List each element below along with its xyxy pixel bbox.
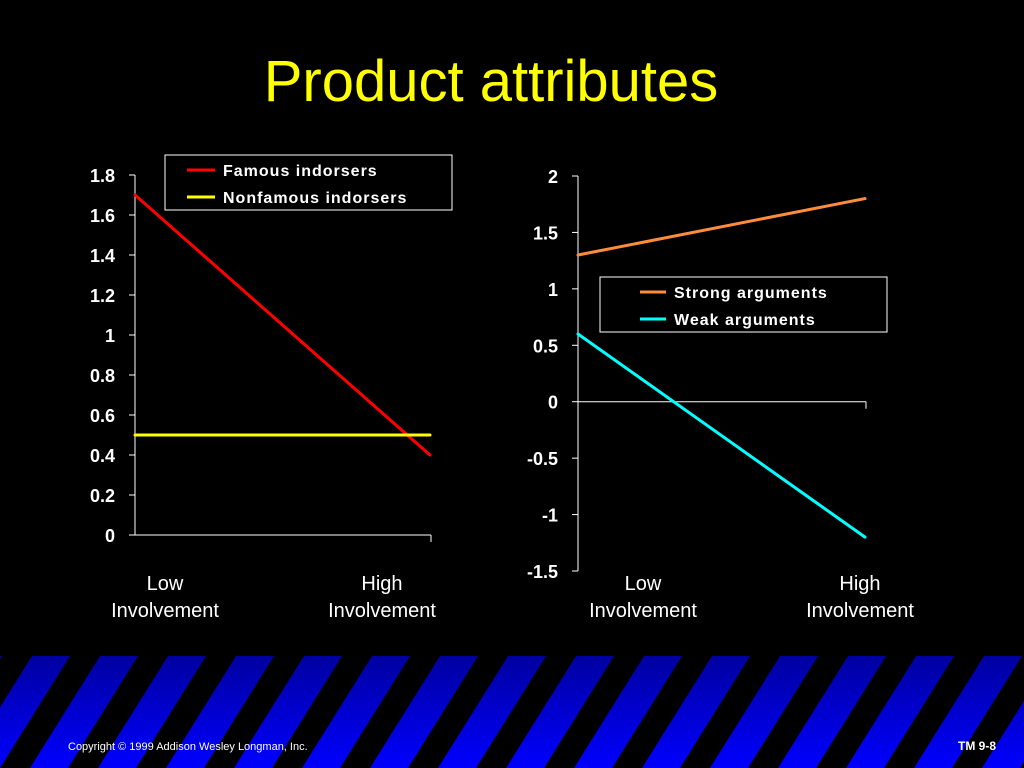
y-tick-label: 1 <box>105 326 115 346</box>
y-tick-label: -0.5 <box>527 449 558 469</box>
stripe <box>544 656 644 768</box>
legend: Strong arguments Weak arguments <box>599 276 888 333</box>
copyright-text: Copyright © 1999 Addison Wesley Longman,… <box>68 741 308 753</box>
y-tick-label: 0.8 <box>90 366 115 386</box>
stripe <box>340 656 440 768</box>
stripe <box>408 656 508 768</box>
data-point <box>576 332 580 336</box>
page-id: TM 9-8 <box>957 739 996 753</box>
stripe <box>748 656 848 768</box>
legend: Famous indorsers Nonfamous indorsers <box>164 154 453 211</box>
data-point <box>863 535 867 539</box>
stripe <box>884 656 984 768</box>
charts-canvas: 0 0.2 0.4 0.6 0.8 1 1.2 1.4 1.6 1.8 Low Involvement… <box>90 154 914 622</box>
data-point <box>133 433 137 437</box>
legend-box <box>599 276 888 333</box>
data-point <box>576 253 580 257</box>
x-category-label: Low Involvement <box>111 573 219 622</box>
series-line-1 <box>134 193 431 457</box>
stripe <box>0 656 100 768</box>
y-tick-label: 0.5 <box>533 336 558 356</box>
y-tick-label: -1.5 <box>527 562 558 582</box>
legend-label: Weak arguments <box>674 312 816 329</box>
series-line-2 <box>577 332 866 539</box>
stripe <box>272 656 372 768</box>
slide-title: Product attributes <box>263 49 719 114</box>
chart-2: -1.5 -1 -0.5 0 0.5 1 1.5 2 Low Involvement High Inv… <box>527 167 914 622</box>
chart-1: 0 0.2 0.4 0.6 0.8 1 1.2 1.4 1.6 1.8 Low Involvement… <box>90 154 453 622</box>
y-tick-label: 1.4 <box>90 246 115 266</box>
y-tick-label: 1.5 <box>533 223 558 243</box>
legend-box <box>164 154 453 211</box>
y-tick-label: 1 <box>548 280 558 300</box>
y-tick-label: 0 <box>548 393 558 413</box>
y-tick-label: 1.6 <box>90 206 115 226</box>
y-tick-label: 2 <box>548 167 558 187</box>
y-tick-label: 0.4 <box>90 446 115 466</box>
stripe <box>952 656 1024 768</box>
stripe <box>816 656 916 768</box>
y-tick-label: 1.8 <box>90 166 115 186</box>
x-category-label: High Involvement <box>806 573 914 622</box>
y-tick-label: 1.2 <box>90 286 115 306</box>
stripe <box>136 656 236 768</box>
legend-label: Strong arguments <box>674 285 828 302</box>
y-tick-label: 0.6 <box>90 406 115 426</box>
x-category-label: Low Involvement <box>589 573 697 622</box>
data-point <box>428 433 432 437</box>
diagonal-stripes <box>0 656 1024 768</box>
legend-label: Famous indorsers <box>223 163 378 180</box>
stripe <box>204 656 304 768</box>
data-point <box>428 453 432 457</box>
legend-label: Nonfamous indorsers <box>223 190 407 207</box>
data-point <box>863 197 867 201</box>
y-tick-label: 0 <box>105 526 115 546</box>
x-category-label: High Involvement <box>328 573 436 622</box>
stripe <box>68 656 168 768</box>
y-tick-label: -1 <box>542 506 558 526</box>
footer-stripe-band <box>0 656 1024 768</box>
series-line-1 <box>577 197 866 257</box>
y-tick-label: 0.2 <box>90 486 115 506</box>
stripe <box>476 656 576 768</box>
stripe <box>680 656 780 768</box>
data-point <box>133 193 137 197</box>
stripe <box>612 656 712 768</box>
